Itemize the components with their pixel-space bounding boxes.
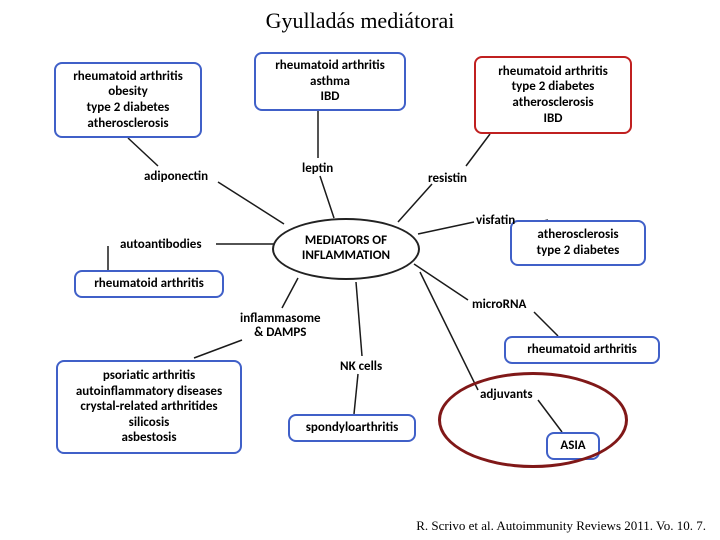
node-line: rheumatoid arthritis: [527, 342, 637, 358]
node-line: rheumatoid arthritis: [275, 58, 385, 74]
node-n4: rheumatoid arthritis: [74, 270, 224, 298]
node-line: IBD: [321, 89, 340, 105]
node-line: psoriatic arthritis: [103, 368, 195, 384]
node-line: crystal-related arthritides: [80, 399, 217, 415]
citation-text: R. Scrivo et al. Autoimmunity Reviews 20…: [416, 518, 706, 534]
edge-label-e2: leptin: [302, 162, 333, 176]
edge-label-e4: visfatin: [476, 214, 515, 228]
edge-label-e3: resistin: [428, 172, 467, 186]
node-line: type 2 diabetes: [87, 100, 170, 116]
node-line: silicosis: [129, 415, 170, 431]
highlight-ellipse: [438, 372, 628, 468]
node-line: asbestosis: [121, 430, 176, 446]
node-line: type 2 diabetes: [537, 243, 620, 259]
edge-label-e5: autoantibodies: [120, 238, 202, 252]
node-n2: rheumatoid arthritisasthmaIBD: [254, 52, 406, 111]
center-line2: INFLAMMATION: [302, 249, 390, 264]
edge-label-e7: NK cells: [340, 360, 382, 374]
node-n6: spondyloarthritis: [288, 414, 416, 442]
node-line: autoinflammatory diseases: [76, 384, 222, 400]
edge-label-e1: adiponectin: [144, 170, 208, 184]
node-n5: psoriatic arthritisautoinflammatory dise…: [56, 360, 242, 454]
node-line: IBD: [544, 111, 563, 127]
node-line: rheumatoid arthritis: [94, 276, 204, 292]
center-node: MEDIATORS OF INFLAMMATION: [272, 218, 420, 280]
node-n8: rheumatoid arthritis: [504, 336, 660, 364]
node-line: obesity: [108, 84, 148, 100]
node-line: asthma: [310, 74, 350, 90]
node-line: spondyloarthritis: [306, 420, 399, 436]
node-n1: rheumatoid arthritisobesitytype 2 diabet…: [54, 62, 202, 138]
page-title: Gyulladás mediátorai: [0, 8, 720, 34]
node-line: atherosclerosis: [512, 95, 593, 111]
node-line: type 2 diabetes: [512, 79, 595, 95]
node-line: atherosclerosis: [537, 227, 618, 243]
center-line1: MEDIATORS OF: [305, 234, 387, 249]
node-line: rheumatoid arthritis: [498, 64, 608, 80]
node-line: atherosclerosis: [87, 116, 168, 132]
edge-label-e6: inflammasome& DAMPS: [240, 312, 321, 341]
node-n3: rheumatoid arthritistype 2 diabetesather…: [474, 56, 632, 134]
node-n7: atherosclerosistype 2 diabetes: [510, 220, 646, 266]
edge-label-e8: microRNA: [472, 298, 526, 312]
node-line: rheumatoid arthritis: [73, 69, 183, 85]
